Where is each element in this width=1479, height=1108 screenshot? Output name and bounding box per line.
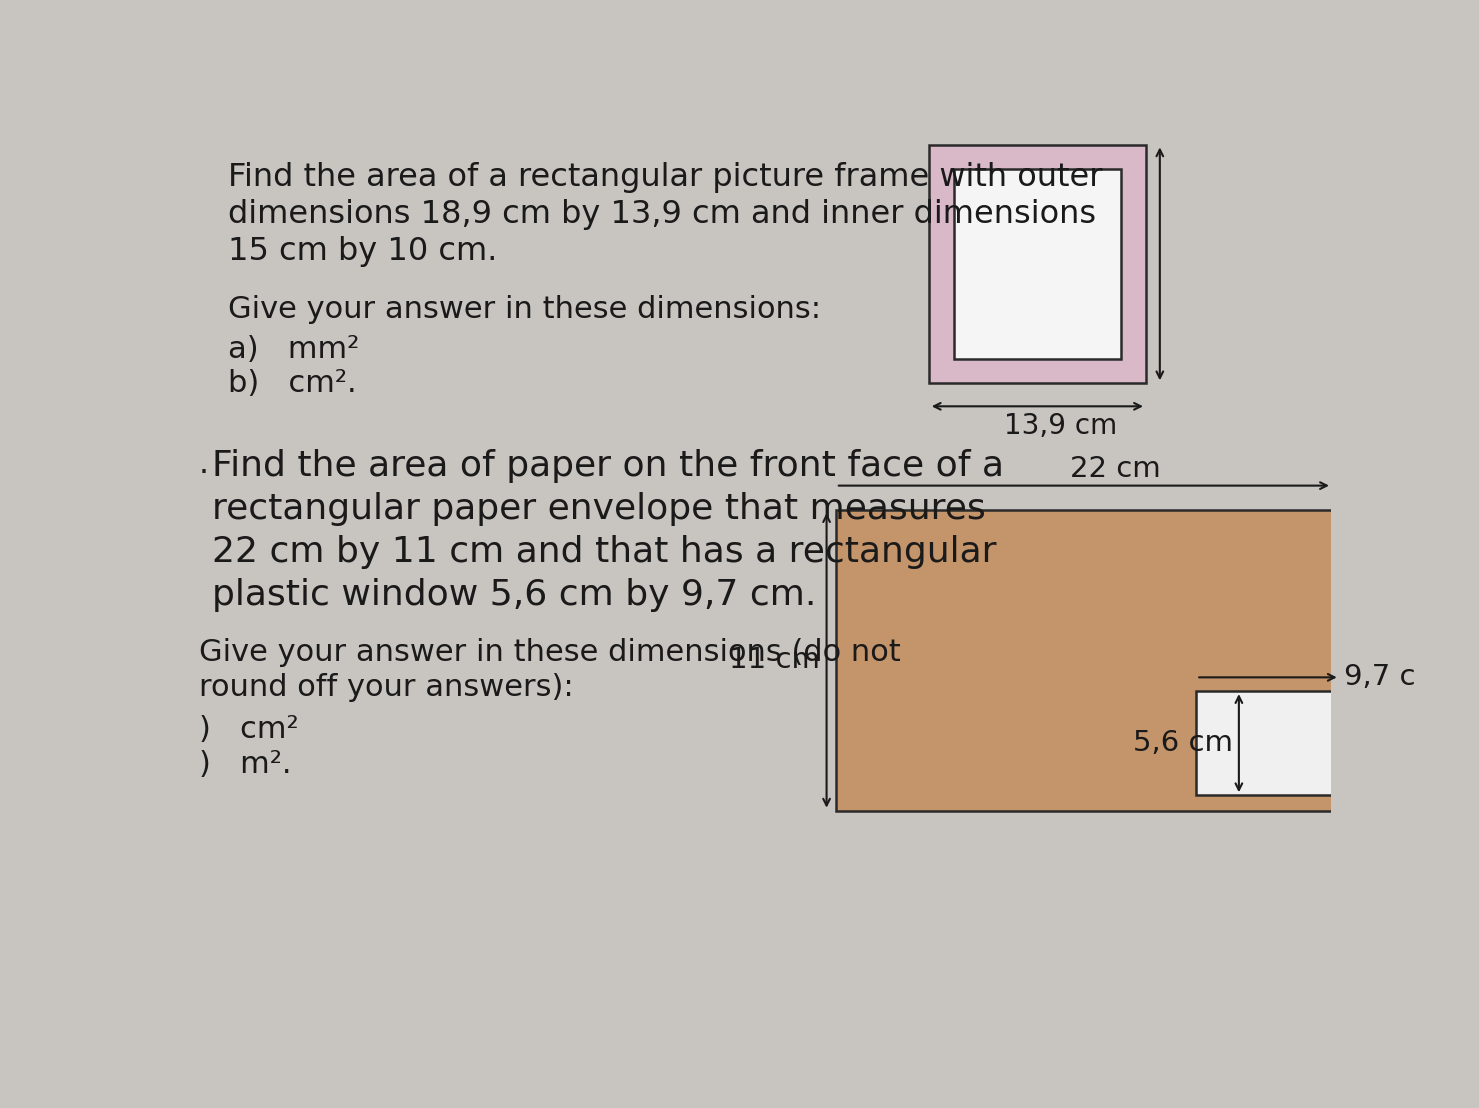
Text: 13,9 cm: 13,9 cm <box>1004 412 1117 441</box>
Text: Find the area of a rectangular picture frame with outer: Find the area of a rectangular picture f… <box>228 162 1102 193</box>
Text: plastic window 5,6 cm by 9,7 cm.: plastic window 5,6 cm by 9,7 cm. <box>211 578 816 612</box>
Text: 5,6 cm: 5,6 cm <box>1133 729 1232 757</box>
Text: 11 cm: 11 cm <box>729 646 821 675</box>
Text: a)   mm²: a) mm² <box>228 335 359 363</box>
Text: )   cm²: ) cm² <box>198 715 299 745</box>
Bar <box>929 144 1146 383</box>
Text: .: . <box>198 449 209 480</box>
Text: )   m².: ) m². <box>198 750 291 779</box>
Bar <box>836 511 1333 811</box>
Text: 22 cm by 11 cm and that has a rectangular: 22 cm by 11 cm and that has a rectangula… <box>211 535 997 568</box>
Text: 22 cm: 22 cm <box>1069 454 1160 483</box>
Text: round off your answers):: round off your answers): <box>198 673 574 701</box>
Text: Find the area of paper on the front face of a: Find the area of paper on the front face… <box>211 449 1004 483</box>
Text: dimensions 18,9 cm by 13,9 cm and inner dimensions: dimensions 18,9 cm by 13,9 cm and inner … <box>228 199 1096 230</box>
Text: Give your answer in these dimensions (do not: Give your answer in these dimensions (do… <box>198 638 901 667</box>
Text: 9,7 c: 9,7 c <box>1343 664 1415 691</box>
Text: rectangular paper envelope that measures: rectangular paper envelope that measures <box>211 492 985 526</box>
Text: 15 cm by 10 cm.: 15 cm by 10 cm. <box>228 236 497 267</box>
Bar <box>1197 691 1340 796</box>
Text: b)   cm².: b) cm². <box>228 369 356 399</box>
Bar <box>954 170 1121 359</box>
Text: Give your answer in these dimensions:: Give your answer in these dimensions: <box>228 295 821 324</box>
